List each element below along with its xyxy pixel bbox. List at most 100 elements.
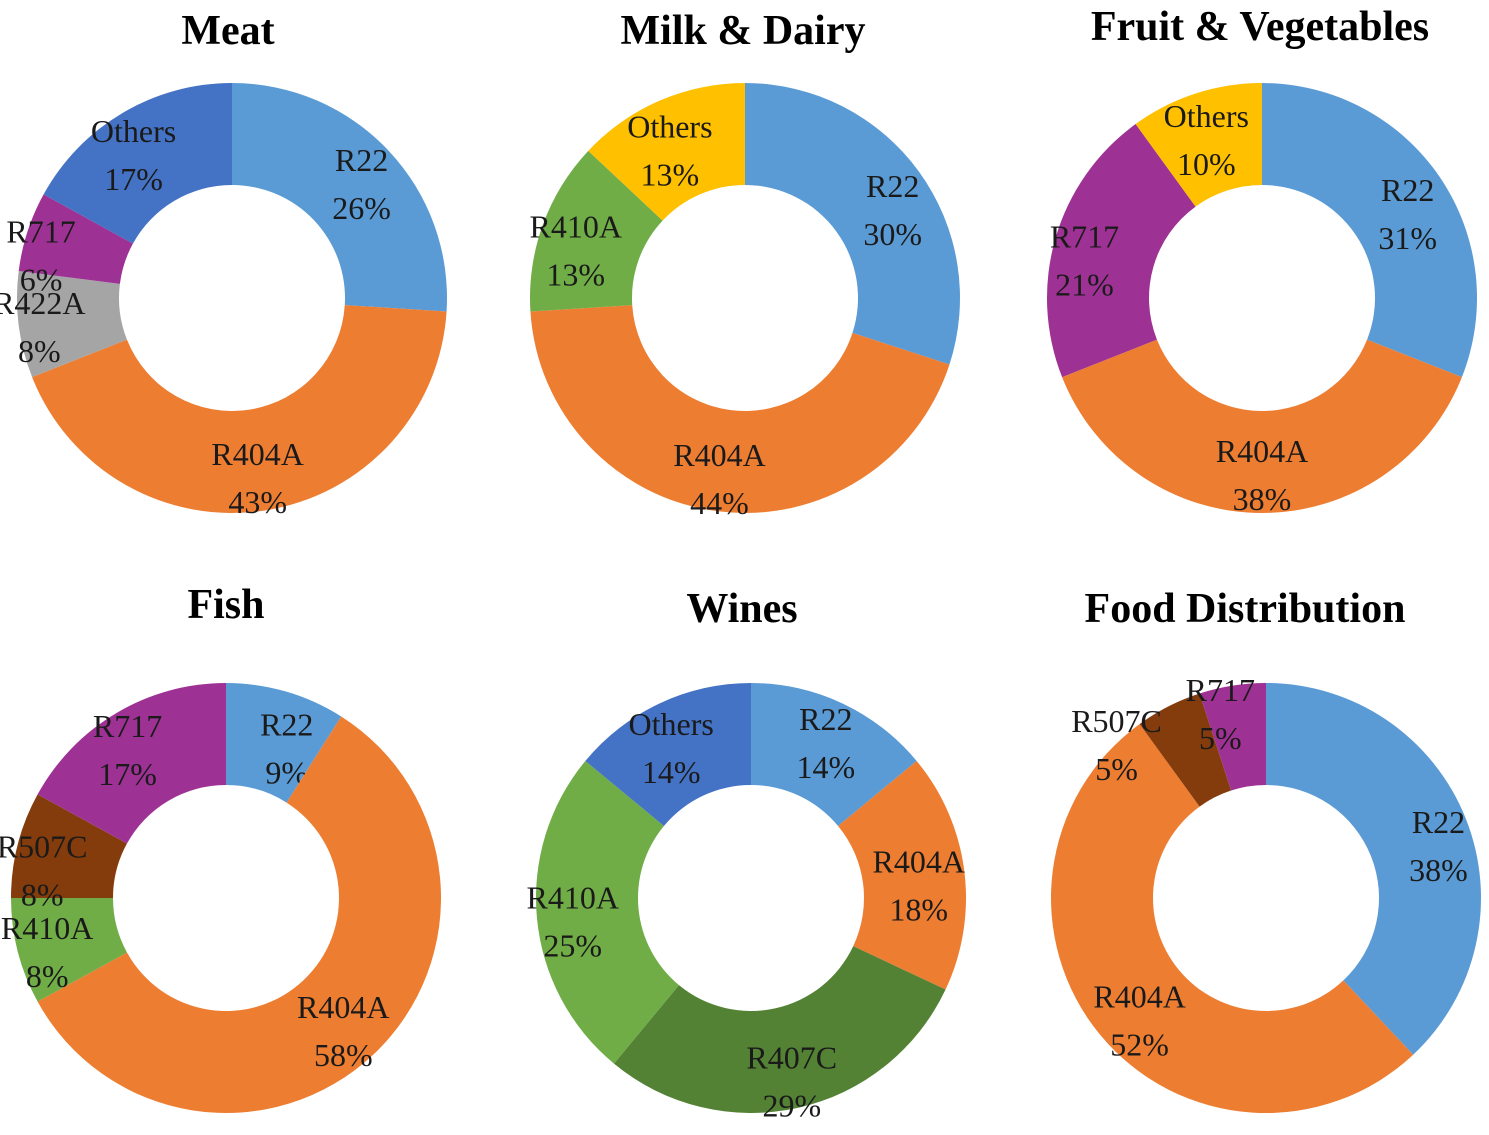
slice-name: R422A — [0, 285, 86, 321]
slice-label-others: Others 13% — [627, 109, 712, 193]
slice-name: R22 — [1381, 172, 1434, 208]
slice-label-r22: R22 30% — [863, 168, 922, 252]
slice-percent: 31% — [1378, 220, 1437, 256]
slice-name: R404A — [673, 437, 765, 473]
slice-percent: 38% — [1233, 481, 1292, 517]
slice-name: R717 — [1186, 672, 1255, 708]
slice-label-r717: R717 6% — [6, 214, 75, 298]
slice-name: R410A — [529, 209, 621, 245]
slice-percent: 25% — [543, 928, 602, 964]
slice-label-r507c: R507C 8% — [0, 828, 87, 912]
slice-name: R717 — [1050, 218, 1119, 254]
chart-title: Wines — [686, 586, 797, 632]
slice-percent: 44% — [690, 485, 749, 521]
slice-r22 — [232, 83, 447, 312]
slice-others — [585, 683, 751, 826]
slice-label-r717: R717 5% — [1186, 672, 1255, 756]
slice-percent: 8% — [21, 876, 64, 912]
slice-label-r404a: R404A 52% — [1093, 979, 1185, 1063]
slice-r717 — [1199, 682, 1266, 791]
slice-percent: 58% — [314, 1037, 373, 1073]
slice-percent: 17% — [98, 756, 157, 792]
slice-r404a — [1062, 339, 1462, 513]
slice-r404a — [530, 305, 950, 514]
slice-label-others: Others 10% — [1164, 98, 1249, 182]
slice-percent: 17% — [104, 161, 163, 197]
slice-label-r22: R22 26% — [332, 142, 391, 226]
slice-r507c — [11, 794, 127, 898]
slice-label-r717: R717 17% — [93, 708, 162, 792]
slice-name: R22 — [335, 142, 388, 178]
chart-title: Fruit & Vegetables — [1091, 4, 1429, 50]
slice-label-r22: R22 14% — [796, 701, 855, 785]
slice-r410a — [536, 760, 679, 1064]
slice-percent: 6% — [20, 262, 63, 298]
slice-label-r404a: R404A 43% — [211, 436, 303, 520]
slice-percent: 8% — [18, 333, 61, 369]
chart-title: Food Distribution — [1085, 586, 1406, 632]
slice-label-r410a: R410A 25% — [527, 880, 619, 964]
slice-label-others: Others 14% — [629, 706, 714, 790]
slice-percent: 5% — [1095, 751, 1138, 787]
slice-name: R717 — [93, 708, 162, 744]
chart-title: Fish — [187, 582, 264, 628]
chart-title: Milk & Dairy — [621, 8, 866, 54]
slice-r22 — [1262, 83, 1477, 378]
slice-percent: 18% — [889, 892, 948, 928]
slice-name: Others — [91, 113, 176, 149]
slice-label-r404a: R404A 38% — [1216, 433, 1308, 517]
slice-name: R22 — [260, 707, 313, 743]
slice-r404a — [37, 716, 442, 1113]
slice-name: R22 — [799, 701, 852, 737]
slice-r507c — [1139, 693, 1232, 807]
slice-r22 — [226, 683, 342, 803]
slice-r717 — [18, 194, 133, 284]
slice-name: R404A — [872, 844, 964, 880]
slice-r422a — [16, 271, 127, 378]
slice-r22 — [751, 683, 917, 826]
slice-percent: 13% — [546, 257, 605, 293]
slice-percent: 13% — [641, 157, 700, 193]
slice-name: R410A — [527, 880, 619, 916]
slice-percent: 30% — [863, 216, 922, 252]
slice-percent: 29% — [762, 1087, 821, 1123]
slice-r407c — [613, 946, 946, 1114]
slice-name: R507C — [0, 828, 87, 864]
slice-label-r404a: R404A 58% — [297, 989, 389, 1073]
slice-name: R717 — [6, 214, 75, 250]
slice-label-r22: R22 9% — [260, 707, 313, 791]
slice-label-r410a: R410A 13% — [529, 209, 621, 293]
slice-label-r404a: R404A 18% — [872, 844, 964, 928]
slice-percent: 10% — [1177, 146, 1236, 182]
slice-percent: 14% — [796, 749, 855, 785]
donut-food-distribution: Food Distribution R22 38% R404A 52% R507C 5% R7… — [1051, 586, 1481, 1114]
slice-percent: 52% — [1110, 1027, 1169, 1063]
slice-r410a — [10, 898, 127, 1002]
slice-percent: 8% — [26, 958, 69, 994]
slice-label-r507c: R507C 5% — [1071, 703, 1162, 787]
slice-label-r717: R717 21% — [1050, 218, 1119, 302]
slice-r22 — [1266, 683, 1481, 1055]
slice-name: R404A — [1093, 979, 1185, 1015]
slice-name: R22 — [866, 168, 919, 204]
slice-name: R22 — [1412, 804, 1465, 840]
slice-label-r22: R22 31% — [1378, 172, 1437, 256]
slice-label-r407c: R407C 29% — [746, 1039, 837, 1123]
slice-others — [43, 83, 233, 244]
slice-r410a — [530, 150, 663, 312]
slice-name: R404A — [211, 436, 303, 472]
slice-percent: 43% — [228, 484, 287, 520]
slice-percent: 21% — [1055, 266, 1114, 302]
slice-r404a — [1051, 724, 1414, 1114]
slice-name: R410A — [1, 910, 93, 946]
slice-r404a — [838, 760, 966, 990]
slice-percent: 38% — [1409, 852, 1468, 888]
slice-percent: 26% — [332, 190, 391, 226]
slice-name: R507C — [1071, 703, 1162, 739]
